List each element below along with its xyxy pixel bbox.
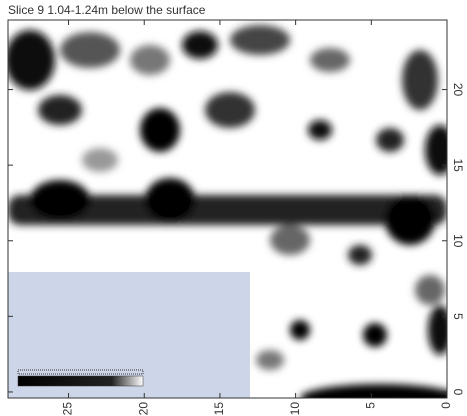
y-tick-label: 10	[451, 234, 465, 248]
x-tick-label: 5	[363, 402, 377, 409]
slice-image	[8, 25, 447, 398]
y-tick-label: 20	[451, 83, 465, 97]
colorbar	[17, 375, 144, 387]
x-tick-label: 10	[288, 402, 302, 416]
x-tick-label: 0	[439, 402, 453, 409]
chart-title: Slice 9 1.04-1.24m below the surface	[8, 3, 206, 17]
y-tick-label: 0	[451, 389, 465, 396]
plot-frame	[7, 19, 448, 399]
y-tick-label: 15	[451, 158, 465, 172]
x-tick-label: 25	[61, 402, 75, 416]
x-tick-label: 20	[136, 402, 150, 416]
x-tick-label: 15	[212, 402, 226, 416]
y-tick-label: 5	[451, 313, 465, 320]
colorbar-dots	[17, 369, 144, 375]
